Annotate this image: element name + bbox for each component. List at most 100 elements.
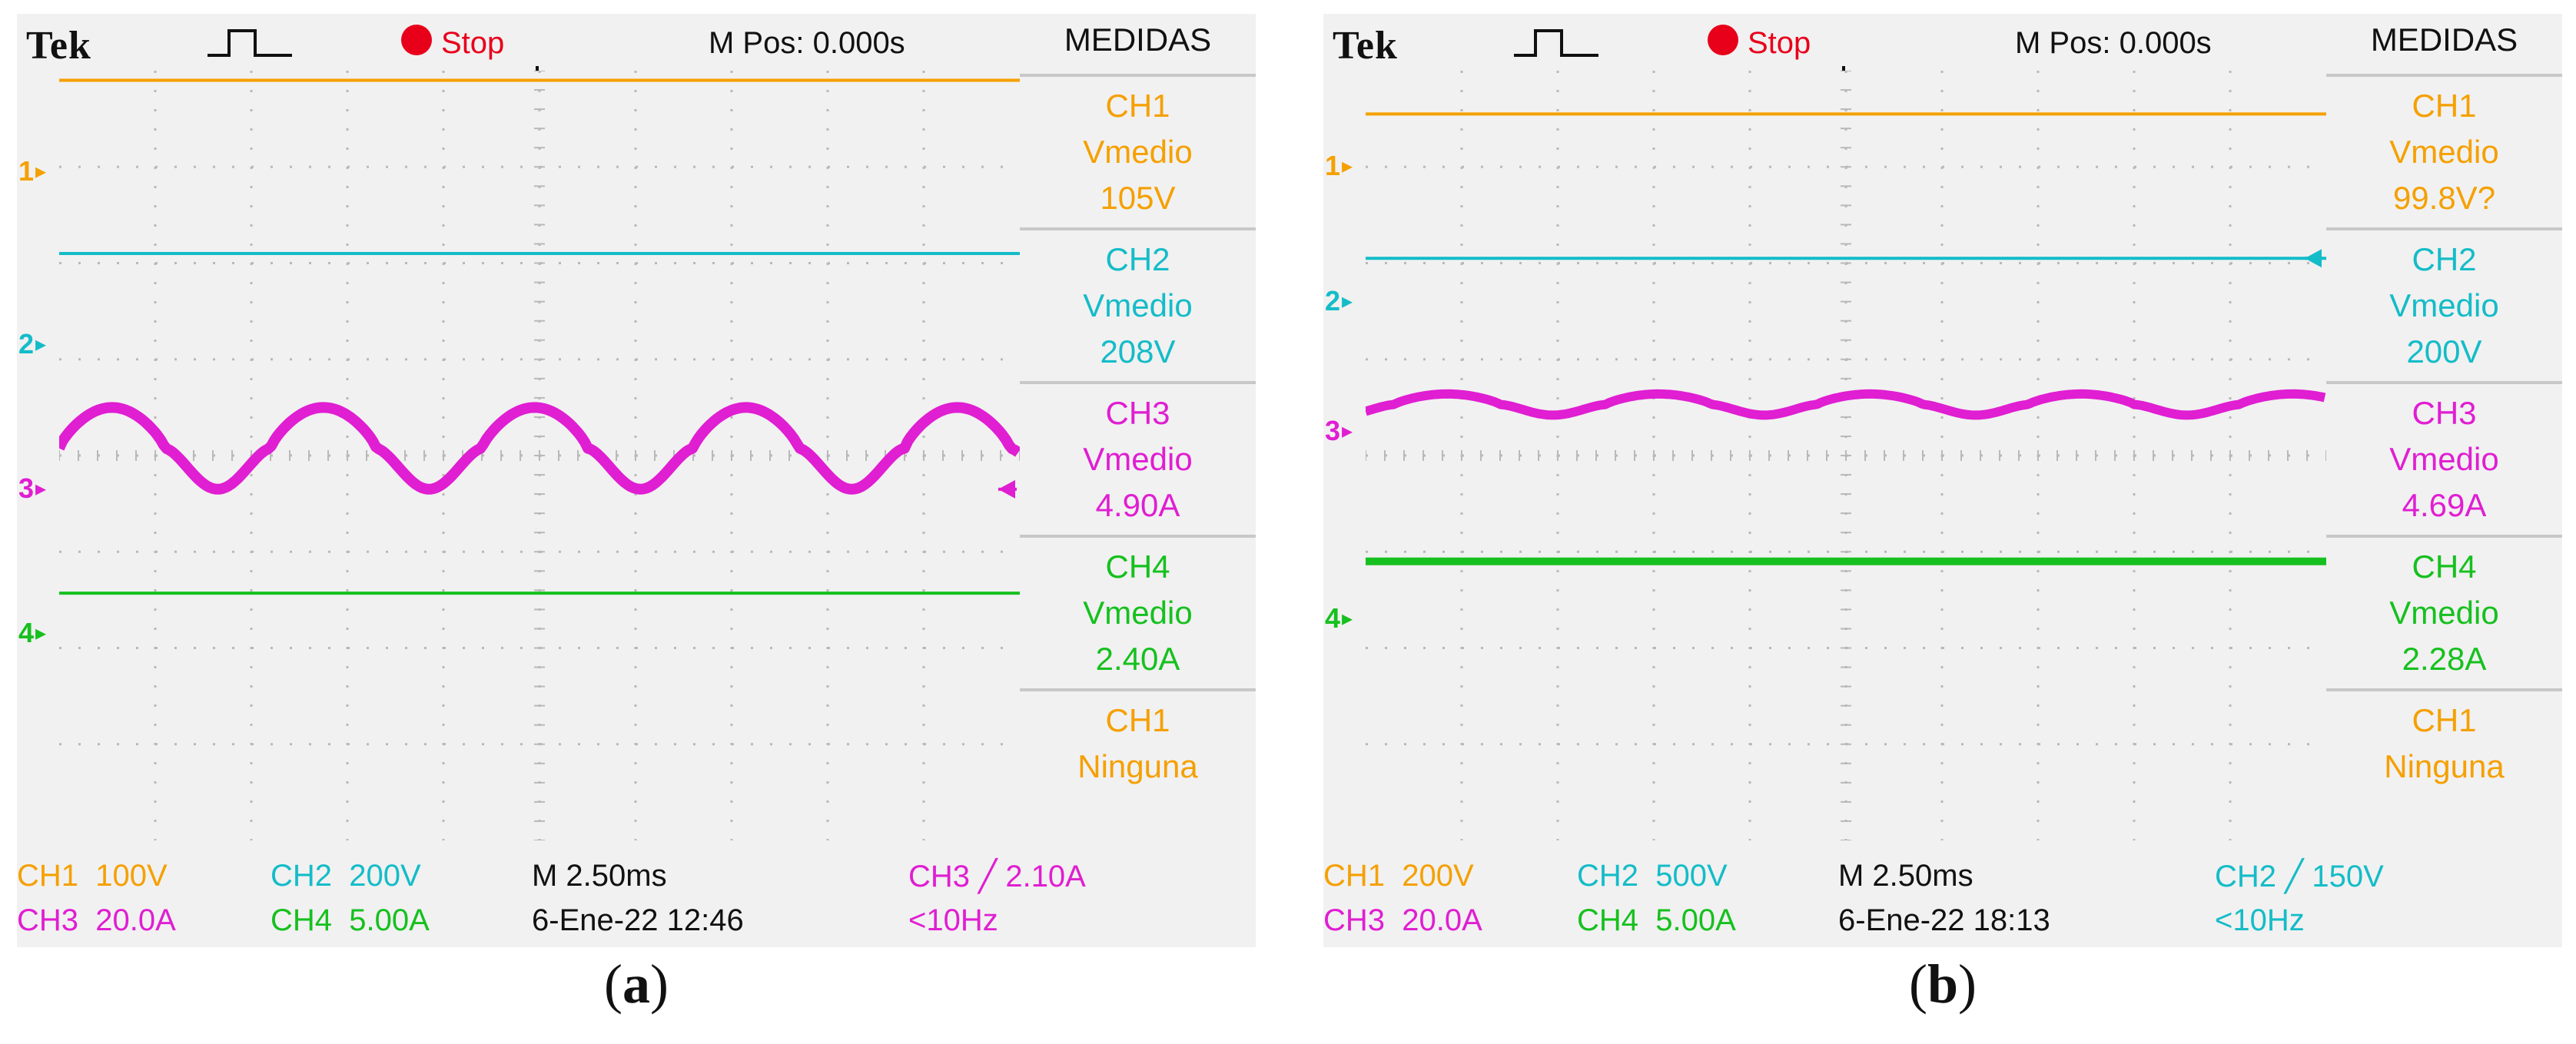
footer-readout: M 2.50ms <box>1838 859 1973 893</box>
marker-arrow-icon: ▸ <box>35 620 47 645</box>
footer-readout: CH2 500V <box>1577 859 1728 893</box>
measurement-value: 105V <box>1100 180 1176 216</box>
measurement-box[interactable]: CH4 Vmedio 2.28A <box>2326 535 2562 688</box>
stop-indicator-icon <box>1708 25 1738 55</box>
oscilloscope-panel-b: Tek Stop M Pos: 0.000s 1 ▸ 2 ▸ 3 ▸ 4 ▸ MEDIDAS CH1 Vm… <box>1323 14 2562 947</box>
marker-arrow-icon: ▸ <box>1342 605 1353 630</box>
channel-marker-3: 3 <box>1325 414 1341 446</box>
footer-readout: CH4 5.00A <box>1577 903 1736 937</box>
footer-readout: CH1 200V <box>1323 859 1474 893</box>
measurement-channel: CH3 <box>1105 395 1170 431</box>
marker-arrow-icon: ▸ <box>35 158 47 183</box>
measurement-box[interactable]: CH1 Vmedio 99.8V? <box>2326 74 2562 227</box>
run-status: Stop <box>441 26 505 60</box>
channel-marker-2: 2 <box>1325 284 1341 317</box>
measurement-channel: CH4 <box>2412 549 2477 585</box>
measurement-value: 4.90A <box>1095 487 1180 523</box>
measurement-box[interactable]: CH1 Ninguna <box>1020 688 1256 842</box>
measurement-value: 4.69A <box>2402 487 2487 523</box>
pulse-trigger-icon <box>1514 29 1598 57</box>
channel-marker-1: 1 <box>18 154 35 187</box>
horizontal-position: M Pos: 0.000s <box>709 26 905 60</box>
footer-readout: <10Hz <box>908 903 998 937</box>
scope-footer: CH1 200V CH2 500V M 2.50ms CH2 ╱ 150V CH3 20… <box>1323 843 2562 947</box>
channel-marker-1: 1 <box>1325 150 1341 182</box>
measurement-channel: CH1 <box>2412 88 2477 124</box>
measurement-box[interactable]: CH1 Vmedio 105V <box>1020 74 1256 227</box>
measurements-panel: MEDIDAS CH1 Vmedio 105V CH2 Vmedio 208V CH3 Vmed… <box>1020 14 1256 843</box>
brand-label: Tek <box>26 24 91 68</box>
graticule <box>59 71 1020 840</box>
channel-marker-3: 3 <box>18 472 35 504</box>
scope-header: Tek Stop M Pos: 0.000s <box>1323 14 2315 89</box>
scope-footer: CH1 100V CH2 200V M 2.50ms CH3 ╱ 2.10A CH3 2… <box>17 843 1256 947</box>
trace-ch3 <box>1366 389 2326 420</box>
waveform-display <box>59 71 1020 840</box>
measurement-channel: CH2 <box>1105 241 1170 277</box>
measurement-label: Vmedio <box>2389 134 2499 170</box>
measurement-channel: CH1 <box>1105 702 1170 738</box>
measurement-value: 99.8V? <box>2392 180 2496 216</box>
marker-arrow-icon: ▸ <box>1342 288 1353 313</box>
measurement-label: Vmedio <box>1083 595 1193 631</box>
caption-b: (b) <box>1908 953 1977 1015</box>
measurement-label: Vmedio <box>1083 287 1193 323</box>
measurement-label: Vmedio <box>2389 287 2499 323</box>
measurement-box[interactable]: CH4 Vmedio 2.40A <box>1020 535 1256 688</box>
horizontal-position: M Pos: 0.000s <box>2015 26 2212 60</box>
footer-readout: CH3 20.0A <box>1323 903 1482 937</box>
footer-readout: 6-Ene-22 12:46 <box>532 903 744 937</box>
measurement-channel: CH3 <box>2412 395 2477 431</box>
channel-marker-4: 4 <box>1325 602 1341 634</box>
measurement-box[interactable]: CH3 Vmedio 4.90A <box>1020 381 1256 535</box>
measurement-value: 208V <box>1100 333 1176 370</box>
measurements-panel: MEDIDAS CH1 Vmedio 99.8V? CH2 Vmedio 200V CH3 Vm… <box>2326 14 2562 843</box>
footer-readout: M 2.50ms <box>532 859 667 893</box>
measurement-box[interactable]: CH3 Vmedio 4.69A <box>2326 381 2562 535</box>
measurements-title: MEDIDAS <box>1064 22 1212 58</box>
scope-header: Tek Stop M Pos: 0.000s <box>17 14 1008 89</box>
caption-letter: a <box>622 953 650 1015</box>
measurement-value: 2.40A <box>1095 641 1180 677</box>
measurement-label: Vmedio <box>1083 134 1193 170</box>
channel-marker-2: 2 <box>18 327 35 360</box>
measurement-channel: CH4 <box>1105 549 1170 585</box>
stop-indicator-icon <box>401 25 432 55</box>
measurement-box[interactable]: CH2 Vmedio 208V <box>1020 227 1256 381</box>
measurement-value: 200V <box>2406 333 2482 370</box>
graticule <box>1366 71 2326 840</box>
trace-ch3 <box>59 402 1020 495</box>
brand-label: Tek <box>1333 24 1398 68</box>
oscilloscope-panel-a: Tek Stop M Pos: 0.000s 1 ▸ 2 ▸ 3 ▸ 4 ▸ MEDIDAS CH1 Vm… <box>17 14 1256 947</box>
marker-arrow-icon: ▸ <box>1342 154 1353 178</box>
measurement-value: 2.28A <box>2402 641 2487 677</box>
marker-arrow-icon: ▸ <box>35 476 47 500</box>
caption-a: (a) <box>604 953 669 1015</box>
measurement-box[interactable]: CH1 Ninguna <box>2326 688 2562 842</box>
caption-letter: b <box>1927 953 1959 1015</box>
measurement-label: Vmedio <box>2389 441 2499 477</box>
footer-readout: CH2 ╱ 150V <box>2215 860 2384 893</box>
measurement-label: Vmedio <box>1083 441 1193 477</box>
marker-arrow-icon: ▸ <box>1342 418 1353 442</box>
measurements-title: MEDIDAS <box>2370 22 2518 58</box>
footer-readout: 6-Ene-22 18:13 <box>1838 903 2050 937</box>
measurement-channel: CH1 <box>1105 88 1170 124</box>
pulse-trigger-icon <box>207 29 292 57</box>
measurement-label: Vmedio <box>2389 595 2499 631</box>
footer-readout: CH1 100V <box>17 859 168 893</box>
measurement-box[interactable]: CH2 Vmedio 200V <box>2326 227 2562 381</box>
footer-readout: CH3 ╱ 2.10A <box>908 860 1086 893</box>
run-status: Stop <box>1748 26 1811 60</box>
measurement-label: Ninguna <box>2384 748 2505 784</box>
waveform-svg <box>1366 71 2326 840</box>
waveform-svg <box>59 71 1020 840</box>
footer-readout: <10Hz <box>2215 903 2305 937</box>
marker-arrow-icon: ▸ <box>35 331 47 356</box>
measurement-channel: CH1 <box>2412 702 2477 738</box>
footer-readout: CH3 20.0A <box>17 903 176 937</box>
measurement-label: Ninguna <box>1077 748 1198 784</box>
channel-marker-4: 4 <box>18 616 35 648</box>
footer-readout: CH4 5.00A <box>271 903 430 937</box>
footer-readout: CH2 200V <box>271 859 421 893</box>
